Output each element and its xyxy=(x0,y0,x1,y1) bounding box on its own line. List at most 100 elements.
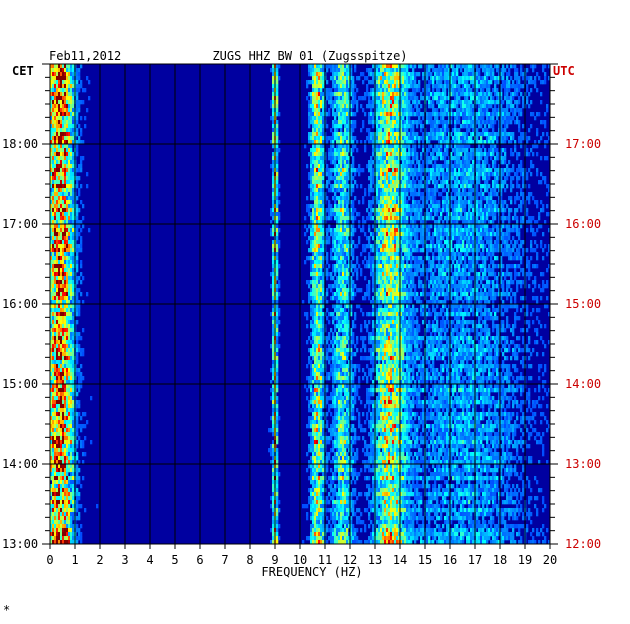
heatmap-cell xyxy=(408,204,411,209)
heatmap-cell xyxy=(432,128,435,133)
heatmap-cell xyxy=(490,112,493,117)
heatmap-cell xyxy=(470,216,473,221)
heatmap-cell xyxy=(490,196,493,201)
heatmap-cell xyxy=(340,144,343,149)
heatmap-cell xyxy=(428,120,431,125)
heatmap-cell xyxy=(346,108,349,113)
heatmap-cell xyxy=(84,88,87,93)
utc-label: UTC xyxy=(553,64,575,78)
heatmap-cell xyxy=(384,236,387,241)
heatmap-cell xyxy=(466,168,469,173)
heatmap-cell xyxy=(304,144,307,149)
heatmap-cell xyxy=(444,248,447,253)
heatmap-cell xyxy=(388,200,391,205)
heatmap-cell xyxy=(312,64,315,69)
heatmap-cell xyxy=(402,224,405,229)
heatmap-cell xyxy=(448,168,451,173)
heatmap-cell xyxy=(492,228,495,233)
heatmap-cell xyxy=(56,212,59,217)
heatmap-cell xyxy=(310,132,313,137)
heatmap-cell xyxy=(378,204,381,209)
heatmap-cell xyxy=(432,232,435,237)
heatmap-cell xyxy=(54,156,57,161)
heatmap-cell xyxy=(376,112,379,117)
heatmap-cell xyxy=(68,112,71,117)
heatmap-cell xyxy=(58,244,61,249)
heatmap-cell xyxy=(406,144,409,149)
heatmap-cell xyxy=(64,124,67,129)
heatmap-cell xyxy=(494,84,497,89)
heatmap-cell xyxy=(472,164,475,169)
heatmap-cell xyxy=(402,228,405,233)
heatmap-cell xyxy=(404,72,407,77)
heatmap-cell xyxy=(440,168,443,173)
heatmap-cell xyxy=(328,188,331,193)
heatmap-cell xyxy=(462,240,465,245)
heatmap-cell xyxy=(394,212,397,217)
heatmap-cell xyxy=(78,68,81,73)
heatmap-cell xyxy=(340,96,343,101)
heatmap-cell xyxy=(438,104,441,109)
heatmap-cell xyxy=(64,180,67,185)
heatmap-cell xyxy=(510,188,513,193)
heatmap-cell xyxy=(518,176,521,181)
heatmap-cell xyxy=(534,144,537,149)
heatmap-cell xyxy=(330,104,333,109)
heatmap-cell xyxy=(56,200,59,205)
heatmap-cell xyxy=(470,192,473,197)
heatmap-cell xyxy=(390,148,393,153)
heatmap-cell xyxy=(52,164,55,169)
heatmap-cell xyxy=(460,196,463,201)
heatmap-cell xyxy=(498,176,501,181)
heatmap-cell xyxy=(348,176,351,181)
heatmap-cell xyxy=(438,248,441,253)
heatmap-cell xyxy=(378,188,381,193)
heatmap-cell xyxy=(526,140,529,145)
heatmap-cell xyxy=(510,140,513,145)
heatmap-cell xyxy=(330,212,333,217)
heatmap-cell xyxy=(406,172,409,177)
heatmap-cell xyxy=(498,80,501,85)
heatmap-cell xyxy=(502,172,505,177)
heatmap-cell xyxy=(52,148,55,153)
heatmap-cell xyxy=(310,108,313,113)
heatmap-cell xyxy=(334,216,337,221)
heatmap-cell xyxy=(386,192,389,197)
heatmap-cell xyxy=(342,136,345,141)
heatmap-cell xyxy=(272,108,275,113)
heatmap-cell xyxy=(382,236,385,241)
heatmap-cell xyxy=(332,76,335,81)
heatmap-cell xyxy=(492,232,495,237)
heatmap-cell xyxy=(344,212,347,217)
heatmap-cell xyxy=(352,240,355,245)
heatmap-cell xyxy=(418,172,421,177)
heatmap-cell xyxy=(386,116,389,121)
heatmap-cell xyxy=(488,100,491,105)
heatmap-cell xyxy=(342,184,345,189)
heatmap-cell xyxy=(376,96,379,101)
heatmap-cell xyxy=(312,96,315,101)
heatmap-cell xyxy=(376,64,379,69)
heatmap-cell xyxy=(372,168,375,173)
heatmap-cell xyxy=(310,80,313,85)
heatmap-cell xyxy=(50,68,53,73)
heatmap-cell xyxy=(442,136,445,141)
heatmap-cell xyxy=(70,68,73,73)
heatmap-cell xyxy=(432,216,435,221)
heatmap-cell xyxy=(440,64,443,69)
heatmap-cell xyxy=(492,192,495,197)
heatmap-cell xyxy=(320,204,323,209)
heatmap-cell xyxy=(340,148,343,153)
heatmap-cell xyxy=(452,172,455,177)
heatmap-cell xyxy=(62,244,65,249)
heatmap-cell xyxy=(334,240,337,245)
heatmap-cell xyxy=(420,180,423,185)
heatmap-cell xyxy=(394,120,397,125)
heatmap-cell xyxy=(476,240,479,245)
heatmap-cell xyxy=(80,116,83,121)
heatmap-cell xyxy=(322,108,325,113)
heatmap-cell xyxy=(72,88,75,93)
heatmap-cell xyxy=(66,140,69,145)
heatmap-cell xyxy=(56,204,59,209)
heatmap-cell xyxy=(514,200,517,205)
